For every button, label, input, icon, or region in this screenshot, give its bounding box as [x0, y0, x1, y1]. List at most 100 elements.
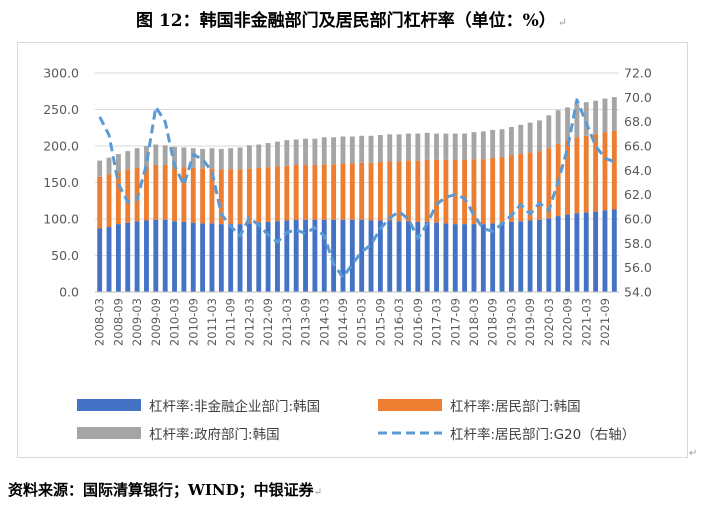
- x-tick-label: 2018-09: [486, 298, 500, 346]
- bar-series-3: [153, 144, 159, 165]
- bar-series-3: [228, 148, 234, 170]
- bar-series-1: [377, 220, 383, 292]
- bar-series-3: [574, 104, 580, 138]
- bar-series-3: [396, 134, 402, 162]
- bar-series-1: [574, 213, 580, 292]
- y-right-tick-label: 56.0: [624, 260, 652, 275]
- bar-series-1: [284, 220, 290, 292]
- bar-series-1: [106, 227, 112, 292]
- bar-series-1: [153, 219, 159, 292]
- bar-series-2: [144, 166, 149, 221]
- bar-series-1: [200, 223, 206, 292]
- bar-series-1: [275, 221, 280, 292]
- bar-series-1: [303, 219, 308, 292]
- bar-series-1: [611, 209, 617, 292]
- legend-label: 杠杆率:政府部门:韩国: [149, 426, 280, 443]
- bar-series-1: [368, 220, 374, 292]
- x-tick-label: 2017-09: [448, 298, 462, 346]
- bar-series-2: [537, 151, 542, 220]
- x-tick-label: 2009-09: [149, 298, 163, 346]
- bar-series-3: [387, 134, 393, 162]
- y-right-tick-label: 54.0: [624, 285, 652, 300]
- bar-series-1: [209, 223, 215, 292]
- figure-title: 图 12：韩国非金融部门及居民部门杠杆率（单位：%） ↵: [136, 11, 567, 31]
- bar-series-2: [284, 165, 290, 221]
- x-tick-label: 2009-03: [130, 298, 144, 346]
- bar-series-1: [527, 220, 533, 292]
- bar-series-1: [490, 223, 496, 292]
- bar-series-3: [209, 148, 215, 169]
- bar-series-3: [508, 127, 514, 156]
- bar-series-3: [611, 97, 617, 131]
- bar-series-1: [97, 228, 103, 292]
- bar-series-3: [134, 148, 140, 168]
- y-right-tick-label: 72.0: [624, 66, 652, 81]
- y-left-tick-label: 150.0: [43, 175, 79, 190]
- x-tick-label: 2021-09: [598, 298, 612, 346]
- bar-series-3: [312, 138, 318, 165]
- bar-series-2: [471, 159, 477, 225]
- bar-series-1: [340, 219, 346, 292]
- x-tick-label: 2012-03: [242, 298, 256, 346]
- bar-series-1: [162, 219, 168, 292]
- y-right-tick-label: 64.0: [624, 163, 652, 178]
- bar-series-3: [480, 131, 486, 160]
- bar-series-3: [218, 148, 224, 170]
- bar-series-2: [396, 161, 402, 222]
- bar-series-1: [144, 220, 149, 292]
- bar-series-2: [246, 168, 252, 224]
- bar-series-3: [434, 133, 439, 160]
- x-tick-label: 2010-09: [186, 298, 200, 346]
- bar-series-2: [527, 152, 533, 221]
- bar-series-1: [237, 224, 243, 292]
- bar-series-2: [115, 171, 121, 225]
- x-tick-label: 2011-03: [205, 298, 219, 346]
- paragraph-mark: ↵: [689, 448, 698, 459]
- y-left-tick-label: 200.0: [43, 139, 79, 154]
- y-left-tick-label: 50.0: [51, 248, 79, 263]
- bar-series-1: [583, 212, 589, 292]
- bar-series-1: [593, 211, 599, 292]
- bar-series-1: [134, 221, 140, 292]
- bar-series-3: [181, 147, 187, 168]
- bar-series-3: [275, 141, 280, 167]
- x-tick-label: 2020-09: [561, 298, 575, 346]
- bar-series-2: [331, 164, 337, 220]
- bar-series-3: [97, 160, 103, 177]
- bar-series-1: [387, 220, 393, 292]
- x-tick-label: 2015-09: [373, 298, 387, 346]
- bar-series-1: [218, 224, 224, 292]
- bar-series-3: [200, 148, 206, 169]
- bar-series-1: [434, 222, 439, 292]
- bar-series-1: [602, 210, 608, 292]
- y-left-tick-label: 0.0: [59, 285, 79, 300]
- x-tick-label: 2019-09: [523, 298, 537, 346]
- x-tick-label: 2008-03: [93, 298, 107, 346]
- bar-series-2: [321, 164, 327, 220]
- bar-series-1: [312, 219, 318, 292]
- bar-series-3: [565, 107, 570, 141]
- bar-series-2: [480, 159, 486, 225]
- bar-series-3: [293, 139, 299, 165]
- legend-label: 杠杆率:非金融企业部门:韩国: [149, 398, 320, 415]
- bar-series-2: [565, 140, 570, 215]
- bar-series-2: [153, 164, 159, 220]
- bar-series-3: [172, 146, 177, 167]
- bar-series-3: [106, 157, 112, 175]
- bar-series-3: [349, 136, 355, 164]
- y-right-tick-label: 60.0: [624, 212, 652, 227]
- bar-series-3: [518, 124, 524, 155]
- x-tick-label: 2013-03: [280, 298, 294, 346]
- bar-series-1: [443, 223, 449, 292]
- bar-series-1: [265, 221, 271, 292]
- bar-series-1: [321, 219, 327, 292]
- y-right-tick-label: 68.0: [624, 114, 652, 129]
- legend-swatch: [77, 399, 141, 411]
- source-note: 资料来源：国际清算银行；WIND；中银证券↵: [8, 481, 322, 499]
- x-tick-label: 2019-03: [504, 298, 518, 346]
- bar-series-2: [611, 130, 617, 210]
- x-tick-label: 2017-03: [430, 298, 444, 346]
- legend-swatch: [77, 427, 141, 439]
- bar-series-3: [537, 120, 542, 152]
- bar-series-3: [256, 144, 262, 168]
